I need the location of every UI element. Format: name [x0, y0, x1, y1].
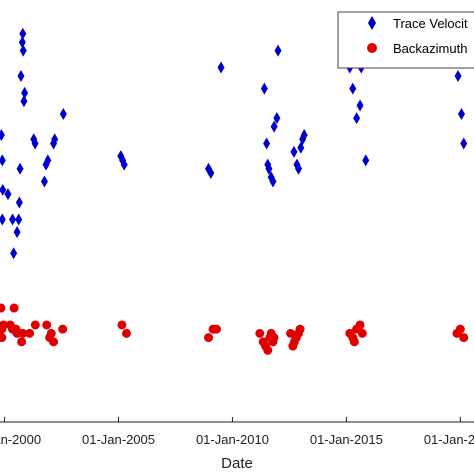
- x-axis-ticks: 01-Jan-2000 01-Jan-2005 01-Jan-2010 01-Jan-…: [0, 417, 474, 447]
- x-tick-label: 01-Jan-2015: [310, 432, 383, 447]
- trace-velocity-point: [19, 27, 27, 40]
- backazimuth-point: [42, 320, 52, 330]
- trace-velocity-point: [273, 112, 281, 125]
- backazimuth-point: [459, 333, 469, 343]
- trace-velocity-point: [290, 145, 298, 158]
- x-tick-label: 01-Jan-2000: [0, 432, 41, 447]
- trace-velocity-point: [349, 82, 357, 95]
- plot-area: [0, 27, 469, 355]
- backazimuth-point: [269, 333, 279, 343]
- backazimuth-point: [295, 324, 305, 334]
- x-tick-label: 01-Jan-2005: [82, 432, 155, 447]
- trace-velocity-point: [0, 154, 6, 167]
- legend-box: [337, 11, 474, 69]
- backazimuth-point: [9, 303, 19, 313]
- trace-velocity-point: [31, 137, 39, 150]
- trace-velocity-point: [295, 162, 303, 175]
- trace-velocity-point: [300, 129, 308, 142]
- trace-velocity-point: [17, 69, 25, 82]
- backazimuth-point: [18, 328, 28, 338]
- trace-velocity-point: [21, 86, 29, 99]
- trace-velocity-point: [454, 69, 462, 82]
- trace-velocity-point: [18, 36, 26, 49]
- trace-velocity-point: [207, 167, 215, 180]
- trace-velocity-point: [16, 162, 24, 175]
- trace-velocity-point: [269, 175, 277, 188]
- legend-label-backazimuth: Backazimuth: [393, 41, 467, 56]
- x-tick-label: 01-Jan-2010: [196, 432, 269, 447]
- trace-velocity-point: [20, 95, 28, 108]
- trace-velocity-point: [457, 107, 465, 120]
- backazimuth-point: [0, 333, 7, 343]
- trace-velocity-point: [0, 183, 7, 196]
- trace-velocity-point: [40, 175, 48, 188]
- legend-circle-icon: [367, 43, 377, 53]
- trace-velocity-point: [260, 82, 268, 95]
- trace-velocity-point: [263, 137, 271, 150]
- backazimuth-point: [255, 328, 265, 338]
- trace-velocity-point: [0, 129, 5, 142]
- trace-velocity-point: [51, 133, 59, 146]
- trace-velocity-point: [362, 154, 370, 167]
- x-tick-label: 01-Jan-2020: [424, 432, 474, 447]
- series-trace-velocity: [0, 27, 468, 260]
- backazimuth-point: [121, 328, 131, 338]
- trace-velocity-point: [274, 44, 282, 57]
- trace-velocity-point: [353, 112, 361, 125]
- backazimuth-point: [263, 345, 273, 355]
- backazimuth-point: [58, 324, 68, 334]
- x-axis-label: Date: [221, 455, 253, 472]
- backazimuth-point: [17, 337, 27, 347]
- backazimuth-point: [0, 320, 8, 330]
- trace-velocity-point: [9, 213, 17, 226]
- axes: 01-Jan-2000 01-Jan-2005 01-Jan-2010 01-Jan-…: [0, 417, 474, 472]
- backazimuth-point: [0, 303, 6, 313]
- trace-velocity-point: [10, 247, 18, 260]
- trace-velocity-point: [460, 137, 468, 150]
- trace-velocity-point: [217, 61, 225, 74]
- backazimuth-point: [211, 324, 221, 334]
- trace-velocity-point: [356, 99, 364, 112]
- backazimuth-point: [357, 328, 367, 338]
- backazimuth-point: [46, 328, 56, 338]
- trace-velocity-point: [15, 196, 23, 209]
- trace-velocity-point: [4, 188, 12, 201]
- legend-diamond-icon: [368, 16, 376, 30]
- backazimuth-point: [355, 320, 365, 330]
- backazimuth-point: [30, 320, 40, 330]
- trace-velocity-point: [15, 213, 23, 226]
- trace-velocity-point: [19, 44, 27, 57]
- legend: Trace Velocit Backazimuth: [337, 11, 474, 69]
- trace-velocity-point: [270, 120, 278, 133]
- trace-velocity-point: [265, 162, 273, 175]
- backazimuth-point: [49, 337, 59, 347]
- trace-velocity-point: [13, 226, 21, 239]
- trace-velocity-point: [120, 158, 128, 171]
- trace-velocity-point: [44, 154, 52, 167]
- trace-velocity-point: [59, 107, 67, 120]
- backazimuth-point: [117, 320, 127, 330]
- trace-velocity-point: [0, 213, 6, 226]
- backazimuth-point: [349, 337, 359, 347]
- backazimuth-point: [25, 328, 35, 338]
- backazimuth-point: [204, 333, 214, 343]
- legend-label-trace-velocity: Trace Velocit: [393, 16, 468, 31]
- trace-velocity-point: [30, 133, 38, 146]
- series-backazimuth: [0, 303, 469, 355]
- backazimuth-point: [455, 324, 465, 334]
